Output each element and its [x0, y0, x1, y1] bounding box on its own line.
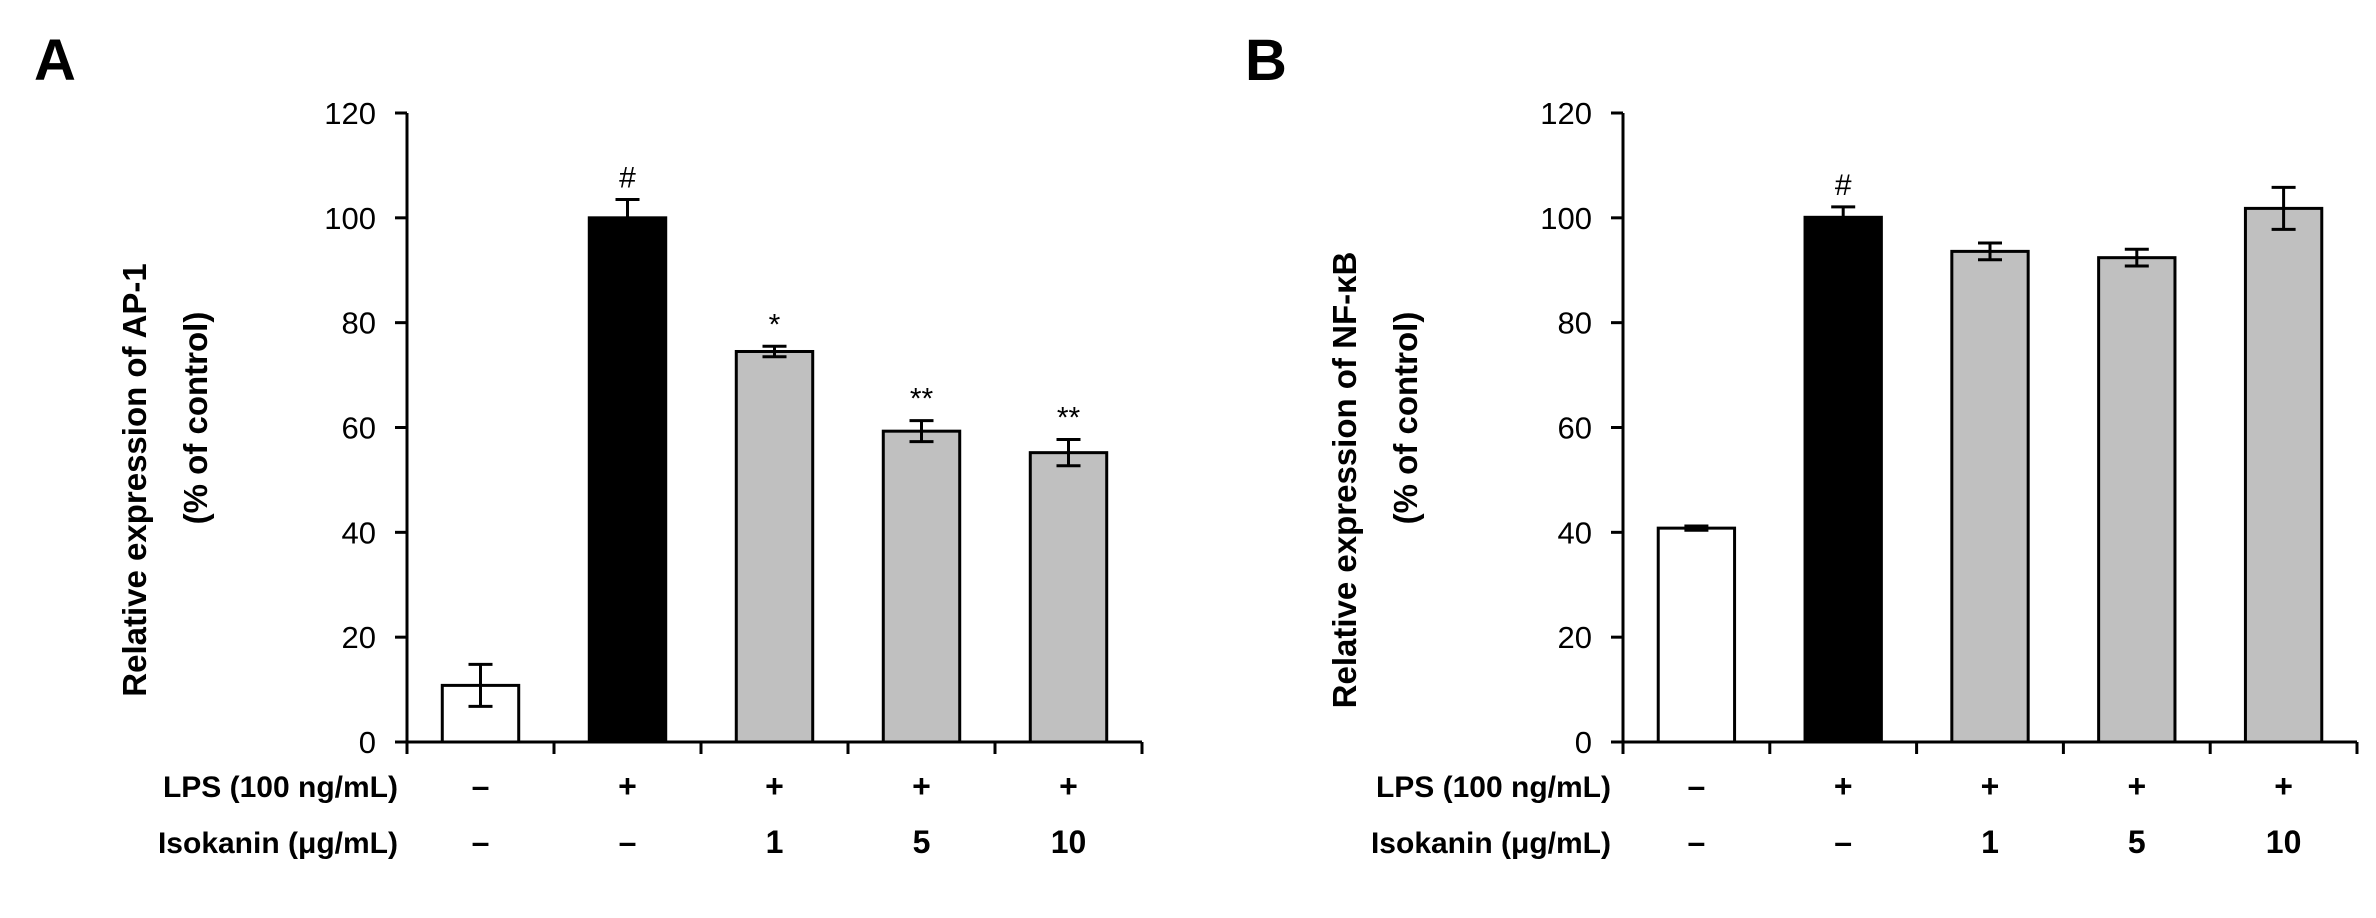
panel-b-y-tick-label: 100 [1540, 201, 1592, 236]
panel-a: A Relative expression of AP-1 (% of cont… [34, 28, 1144, 860]
panel-a-bars: #***** [440, 161, 1109, 744]
panel-b-y-tick-label: 60 [1558, 411, 1592, 446]
panel-b-ylabel-line1: Relative expression of NF-κB [1326, 252, 1363, 709]
panel-a-y-tick-label: 60 [342, 411, 376, 446]
panel-b-bar [1950, 249, 2030, 744]
panel-a-row-label: LPS (100 ng/mL) [163, 771, 398, 804]
panel-a-ylabel-line2: (% of control) [177, 312, 214, 525]
panel-b-axes: 0 20 40 60 80 100 120 [1540, 96, 2359, 760]
panel-a-error-bar [762, 344, 787, 359]
panel-a-label: A [34, 28, 76, 93]
panel-a-error-bar [909, 419, 934, 444]
panel-b-y-tick-label: 0 [1575, 725, 1592, 760]
panel-b-row-value: + [2127, 768, 2146, 804]
panel-b-row-value: – [1834, 824, 1852, 860]
panel-a-error-bar [1056, 438, 1081, 468]
panel-b-error-bar [1978, 241, 2002, 262]
panel-a-significance-mark: ** [1057, 402, 1081, 435]
panel-b-y-tick-label: 40 [1558, 515, 1592, 550]
panel-b-row-value: 1 [1981, 824, 1999, 860]
panel-b-row-value: + [1834, 768, 1853, 804]
panel-a-row-value: + [765, 768, 784, 804]
panel-b-error-bar [1831, 205, 1856, 230]
panel-b-row-value: – [1688, 768, 1706, 804]
panel-a-row-label: Isokanin (μg/mL) [158, 827, 398, 860]
panel-b-row-value: + [2274, 768, 2293, 804]
panel-b-row-value: – [1688, 824, 1706, 860]
panel-a-y-tick-label: 20 [342, 620, 376, 655]
panel-a-significance-mark: # [619, 161, 636, 194]
panel-a-row-value: + [1059, 768, 1078, 804]
panel-a-y-tick-label: 80 [342, 306, 376, 341]
panel-a-ylabel-line1: Relative expression of AP-1 [116, 263, 153, 696]
panel-a-error-bar [468, 662, 493, 708]
panel-b-y-tick-label: 120 [1540, 96, 1592, 131]
panel-a-significance-mark: ** [910, 383, 934, 416]
panel-b-error-bar [1684, 524, 1709, 532]
panel-b-bar [2243, 206, 2324, 744]
panel-a-bar [1028, 451, 1109, 744]
panel-b-bar [2097, 256, 2177, 744]
panel-a-bar [881, 429, 962, 744]
panel-a-row-value: + [618, 768, 637, 804]
panel-a-y-tick-label: 120 [324, 96, 376, 131]
panel-b-row-label: Isokanin (μg/mL) [1371, 827, 1611, 860]
panel-b-error-bar [2271, 185, 2296, 231]
panel-a-bar [587, 216, 668, 744]
panel-a-error-bar [615, 197, 640, 238]
panel-b-bar [1803, 215, 1883, 744]
panel-b: B Relative expression of NF-κB (% of con… [1245, 28, 2359, 860]
panel-a-row-value: 1 [766, 824, 784, 860]
panel-b-bar [1656, 526, 1737, 744]
panel-b-error-bar [2124, 247, 2149, 268]
panel-a-row-value: 5 [913, 824, 931, 860]
panel-a-row-value: 10 [1051, 824, 1087, 860]
panel-b-label: B [1245, 28, 1287, 93]
panel-b-condition-rows: LPS (100 ng/mL) – + + + + Isokanin (μg/mL) – – 1 5… [1371, 768, 2301, 860]
panel-a-y-tick-label: 0 [359, 725, 376, 760]
panel-b-ylabel-line2: (% of control) [1387, 312, 1424, 525]
panel-a-condition-rows: LPS (100 ng/mL) – + + + + Isokanin (μg/mL) – – 1 5… [158, 768, 1086, 860]
panel-a-row-value: – [472, 824, 490, 860]
panel-a-y-tick-label: 40 [342, 515, 376, 550]
panel-b-y-tick-label: 20 [1558, 620, 1592, 655]
panel-b-significance-mark: # [1835, 169, 1852, 202]
panel-b-y-axis-title: Relative expression of NF-κB (% of contr… [1326, 252, 1424, 709]
panel-a-row-value: + [912, 768, 931, 804]
panel-b-row-value: 10 [2266, 824, 2302, 860]
panel-b-bars: # [1656, 169, 2324, 744]
panel-b-row-value: + [1981, 768, 2000, 804]
panel-a-significance-mark: * [769, 308, 781, 341]
panel-a-y-tick-label: 100 [324, 201, 376, 236]
panel-a-row-value: – [619, 824, 637, 860]
panel-a-axes: 0 20 40 60 80 100 120 [324, 96, 1144, 760]
panel-a-bar [734, 349, 815, 744]
panel-a-row-value: – [472, 768, 490, 804]
panel-a-y-axis-title: Relative expression of AP-1 (% of contro… [116, 263, 214, 696]
panel-b-y-tick-label: 80 [1558, 306, 1592, 341]
panel-b-row-label: LPS (100 ng/mL) [1376, 771, 1611, 804]
panel-b-row-value: 5 [2128, 824, 2146, 860]
